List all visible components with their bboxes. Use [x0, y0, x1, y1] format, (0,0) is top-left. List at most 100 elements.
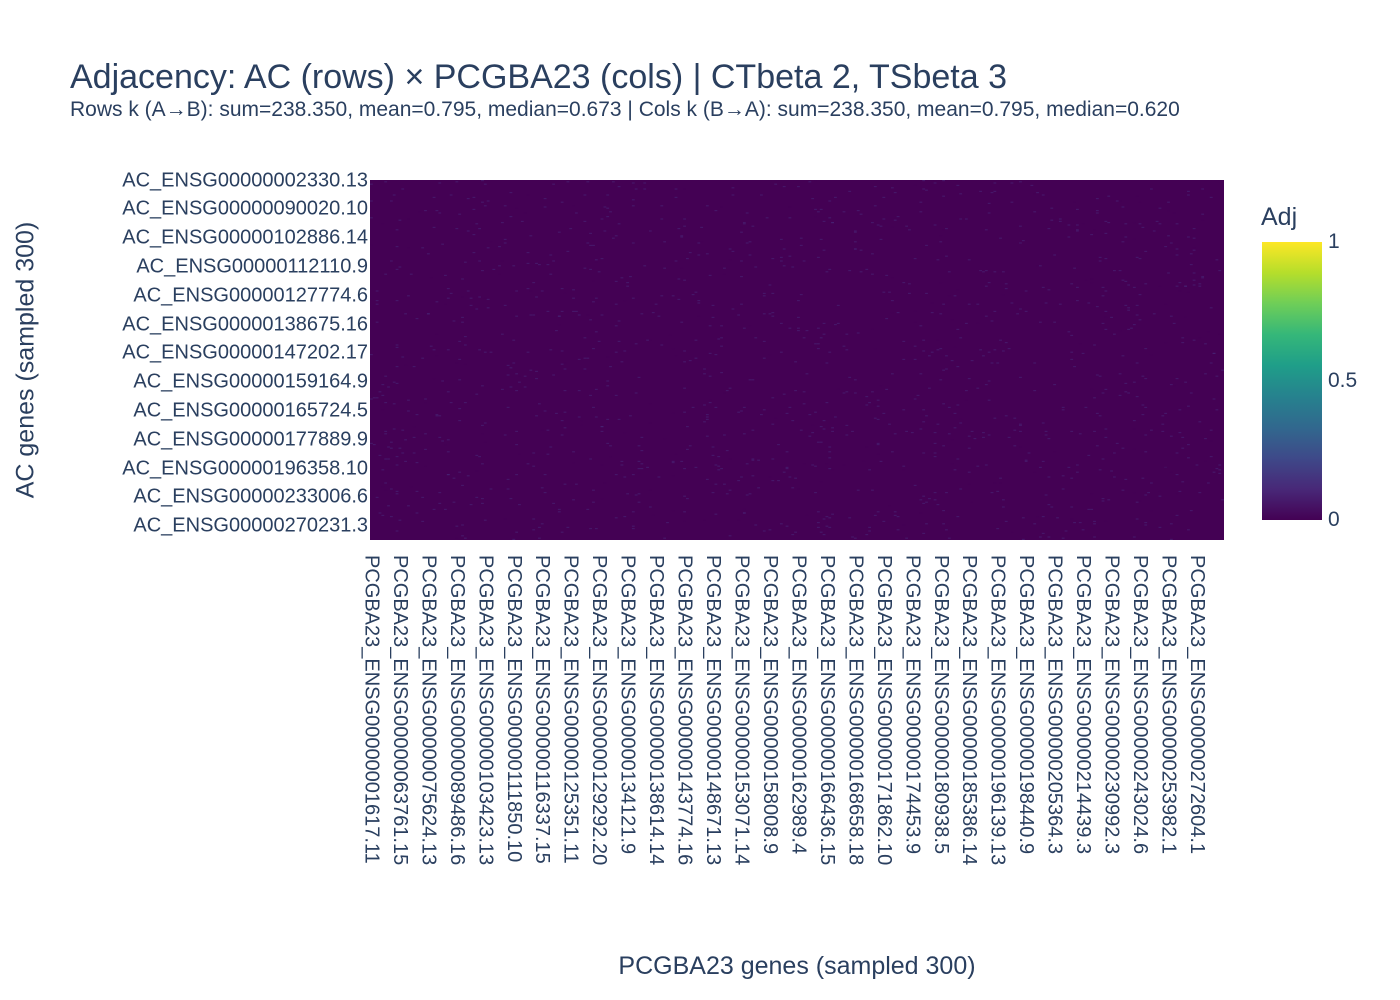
- heatmap-cell: [1164, 303, 1168, 305]
- heatmap-cell: [577, 416, 581, 418]
- heatmap-cell: [919, 325, 923, 327]
- heatmap-plot-area[interactable]: [370, 180, 1224, 540]
- heatmap-cell: [828, 446, 832, 448]
- heatmap-cell: [634, 392, 638, 394]
- heatmap-cell: [617, 223, 621, 225]
- heatmap-cell: [1078, 343, 1082, 345]
- heatmap-cell: [1013, 417, 1017, 419]
- heatmap-cell: [711, 454, 715, 456]
- heatmap-cell: [617, 340, 621, 342]
- heatmap-cell: [375, 496, 379, 498]
- heatmap-cell: [1132, 381, 1136, 383]
- heatmap-cell: [842, 464, 846, 466]
- heatmap-cell: [614, 394, 618, 396]
- heatmap-cell: [711, 316, 715, 318]
- heatmap-cell: [759, 414, 763, 416]
- heatmap-cell: [1215, 409, 1219, 411]
- heatmap-cell: [566, 526, 570, 528]
- heatmap-cell: [600, 430, 604, 432]
- heatmap-cell: [828, 457, 832, 459]
- heatmap-cell: [828, 517, 832, 519]
- heatmap-cell: [404, 364, 408, 366]
- heatmap-cell: [745, 463, 749, 465]
- y-tick-label: AC_ENSG00000112110.9: [136, 255, 368, 278]
- x-tick-label: PCGBA23_ENSG00000185386.14: [958, 555, 981, 866]
- heatmap-cell: [1093, 397, 1096, 399]
- heatmap-cell: [859, 271, 863, 273]
- heatmap-cell: [956, 184, 960, 186]
- x-tick-label: PCGBA23_ENSG00000230992.3: [1100, 555, 1123, 855]
- heatmap-cell: [1178, 282, 1182, 284]
- heatmap-cell: [751, 429, 755, 431]
- heatmap-cell: [722, 392, 726, 394]
- heatmap-cell: [1212, 471, 1216, 473]
- heatmap-cell: [902, 282, 906, 284]
- heatmap-cell: [381, 223, 385, 225]
- heatmap-cell: [919, 201, 923, 203]
- heatmap-cell: [475, 470, 479, 472]
- heatmap-cell: [375, 321, 379, 323]
- heatmap-cell: [742, 222, 746, 224]
- heatmap-cell: [1070, 358, 1074, 360]
- heatmap-svg: [370, 180, 1224, 540]
- heatmap-cell: [714, 210, 718, 212]
- heatmap-cell: [822, 220, 826, 222]
- heatmap-cell: [902, 465, 906, 467]
- heatmap-cell: [461, 321, 464, 323]
- heatmap-cell: [395, 456, 399, 458]
- heatmap-cell: [466, 290, 470, 292]
- heatmap-cell: [999, 482, 1002, 484]
- heatmap-cell: [822, 428, 826, 430]
- heatmap-cell: [407, 247, 410, 249]
- heatmap-cell: [583, 337, 587, 339]
- heatmap-cell: [685, 426, 689, 428]
- heatmap-cell: [688, 360, 692, 362]
- heatmap-cell: [637, 445, 641, 447]
- heatmap-cell: [424, 210, 427, 212]
- heatmap-cell: [1101, 322, 1105, 324]
- heatmap-cell: [1004, 283, 1008, 285]
- heatmap-cell: [982, 436, 985, 438]
- heatmap-cell: [1010, 182, 1014, 184]
- heatmap-cell: [1206, 482, 1210, 484]
- heatmap-cell: [671, 510, 675, 512]
- heatmap-cell: [549, 349, 553, 351]
- heatmap-cell: [515, 290, 519, 292]
- heatmap-cell: [1144, 250, 1148, 252]
- heatmap-cell: [1204, 373, 1207, 375]
- heatmap-cell: [890, 277, 894, 279]
- heatmap-cell: [1158, 495, 1162, 497]
- heatmap-cell: [540, 523, 544, 525]
- heatmap-cell: [947, 537, 951, 539]
- heatmap-cell: [967, 447, 971, 449]
- heatmap-cell: [925, 189, 928, 191]
- heatmap-cell: [759, 194, 763, 196]
- heatmap-cell: [594, 331, 598, 333]
- heatmap-cell: [546, 429, 550, 431]
- heatmap-cell: [1058, 303, 1062, 305]
- heatmap-cell: [953, 427, 957, 429]
- heatmap-cell: [927, 355, 931, 357]
- heatmap-cell: [825, 362, 829, 364]
- y-axis-label: AC genes (sampled 300): [11, 221, 40, 499]
- heatmap-cell: [1019, 424, 1022, 426]
- heatmap-cell: [1061, 409, 1065, 411]
- heatmap-cell: [1121, 447, 1125, 449]
- heatmap-cell: [737, 314, 741, 316]
- heatmap-cell: [603, 482, 607, 484]
- heatmap-cell: [831, 430, 835, 432]
- heatmap-cell: [720, 206, 723, 208]
- heatmap-cell: [1004, 342, 1008, 344]
- heatmap-cell: [603, 206, 607, 208]
- heatmap-cell: [461, 278, 464, 280]
- heatmap-cell: [683, 511, 686, 513]
- heatmap-cell: [648, 403, 652, 405]
- heatmap-cell: [1164, 466, 1168, 468]
- heatmap-cell: [1158, 490, 1162, 492]
- heatmap-cell: [919, 428, 923, 430]
- heatmap-cell: [592, 301, 595, 303]
- heatmap-cell: [486, 247, 490, 249]
- heatmap-cell: [737, 411, 741, 413]
- heatmap-cell: [748, 493, 752, 495]
- heatmap-cell: [685, 258, 689, 260]
